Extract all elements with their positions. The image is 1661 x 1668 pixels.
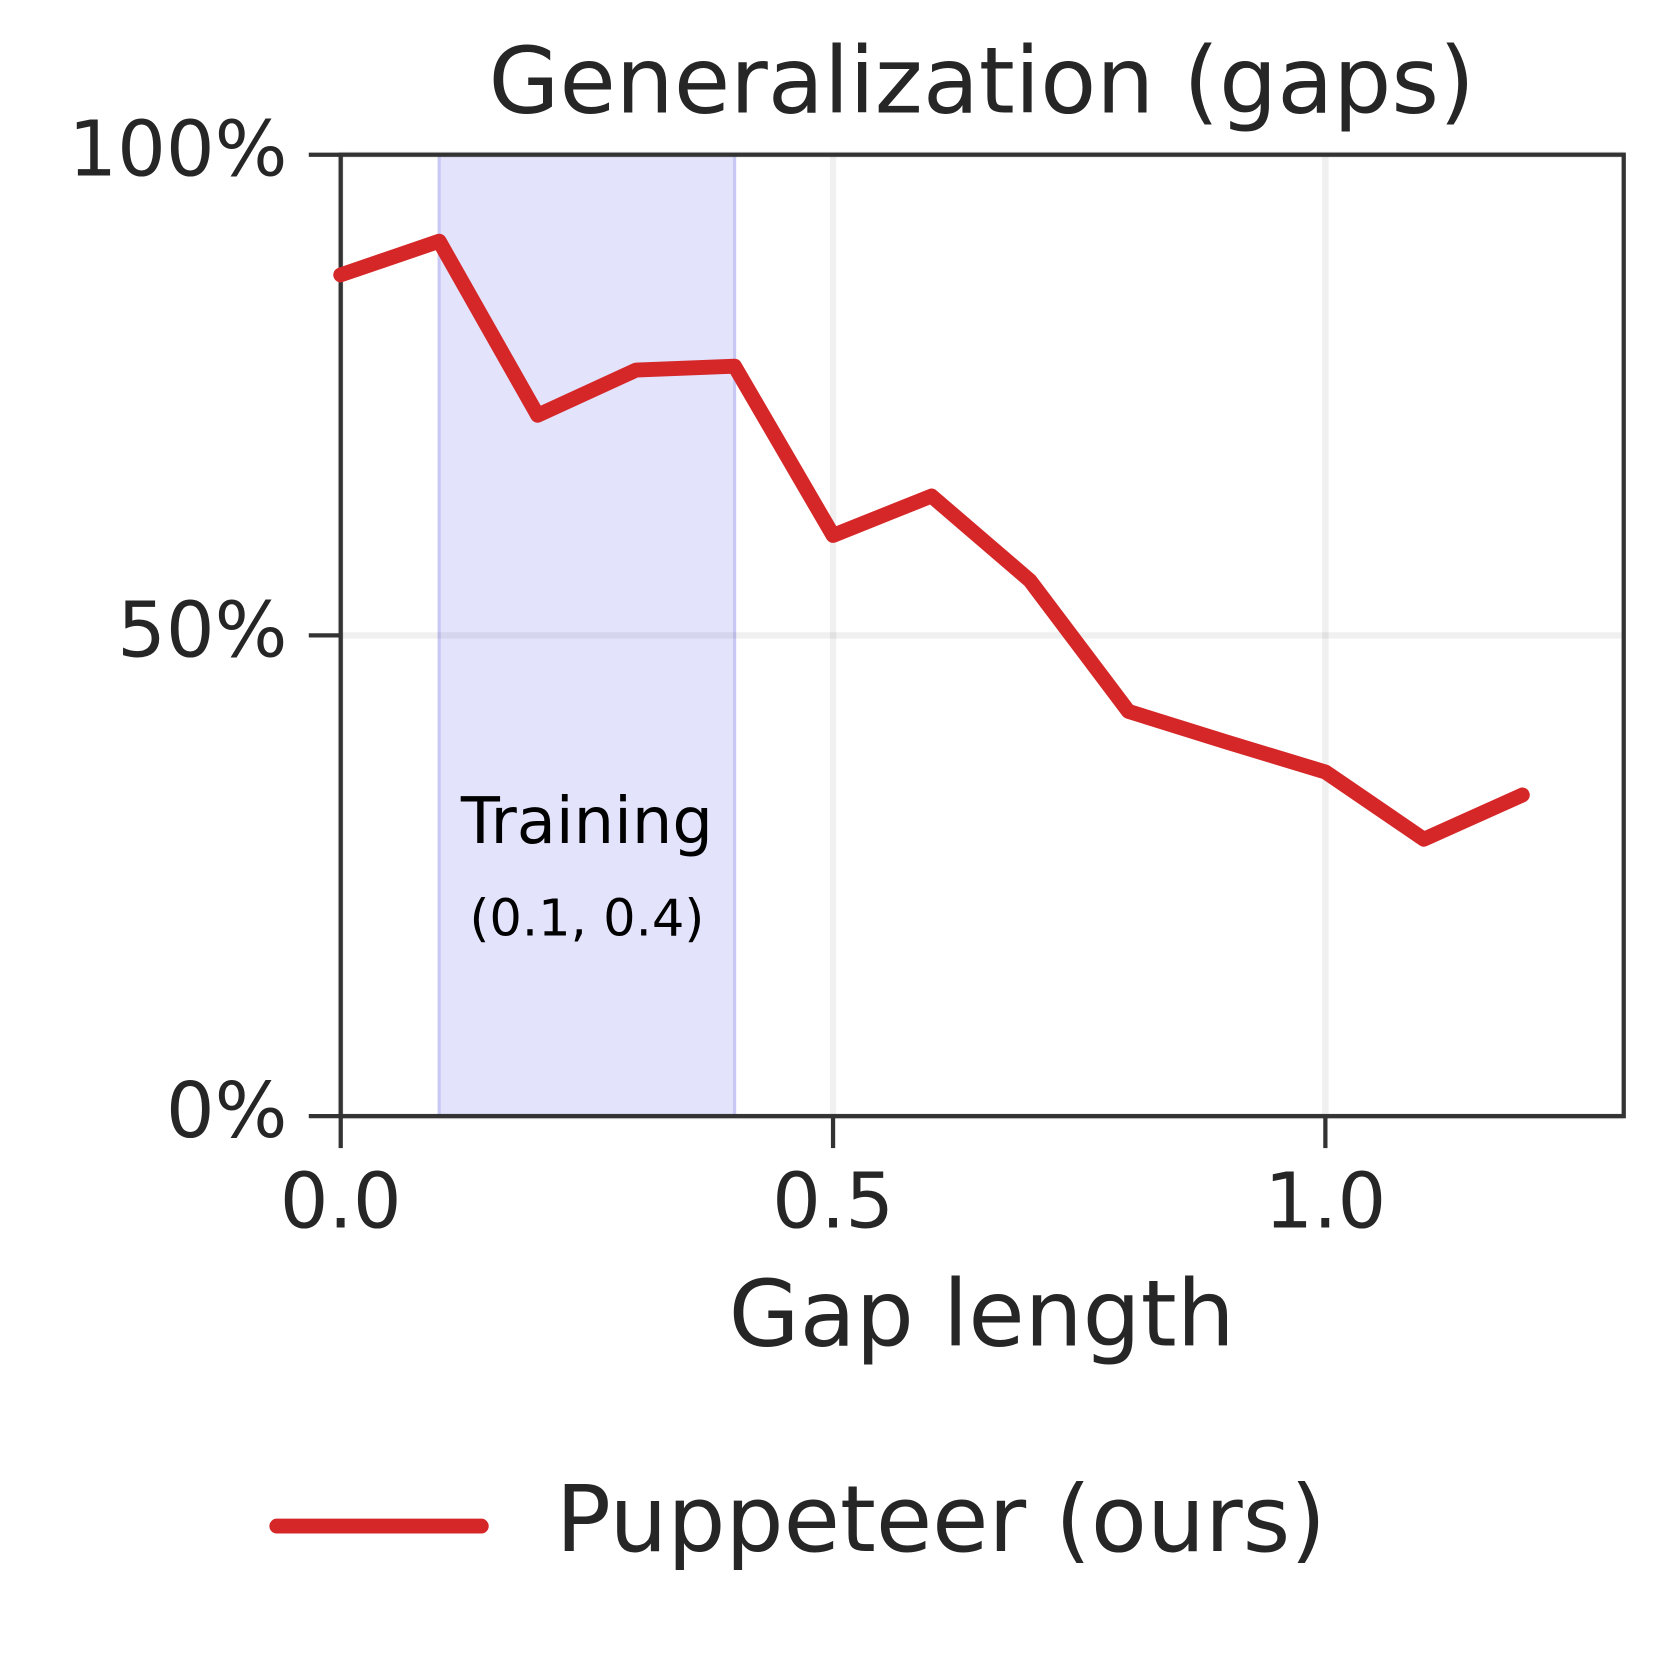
band-sublabel: (0.1, 0.4) [469, 889, 704, 948]
plot-frame [338, 152, 1626, 1119]
y-tick-label: 50% [117, 586, 287, 675]
y-tick-label: 100% [68, 106, 287, 195]
x-tick-label: 1.0 [1264, 1158, 1386, 1247]
chart-title: Generalization (gaps) [489, 28, 1475, 135]
y-tick-label: 0% [166, 1067, 288, 1156]
series-line [333, 233, 1530, 847]
x-axis-label: Gap length [729, 1260, 1235, 1367]
x-tick-label: 0.0 [280, 1158, 402, 1247]
band-label: Training [460, 785, 713, 859]
legend-label: Puppeteer (ours) [556, 1466, 1326, 1573]
x-tick-label: 0.5 [772, 1158, 894, 1247]
